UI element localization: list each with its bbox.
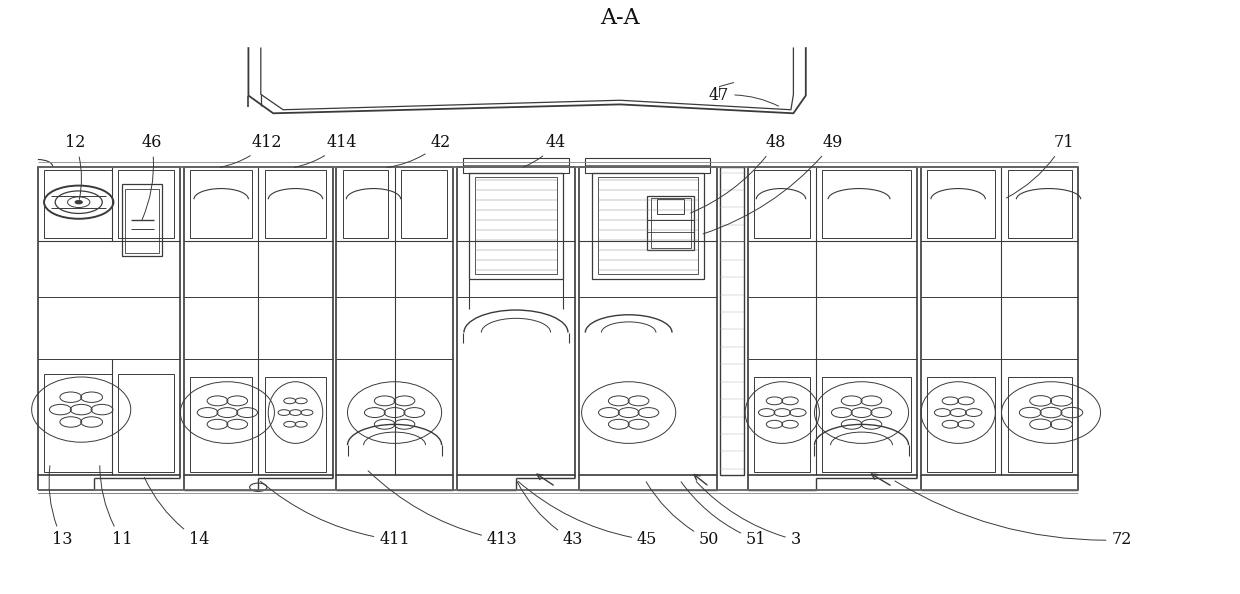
Bar	[928, 170, 996, 238]
Text: 413: 413	[368, 471, 517, 548]
Text: 12: 12	[64, 134, 86, 200]
Circle shape	[74, 200, 82, 204]
Bar	[264, 377, 326, 472]
Text: 411: 411	[260, 481, 410, 548]
Bar	[456, 167, 575, 475]
Text: 414: 414	[294, 134, 357, 168]
Bar	[1008, 170, 1073, 238]
Text: 51: 51	[681, 482, 766, 548]
Text: 48: 48	[691, 134, 786, 213]
Bar	[122, 184, 161, 255]
Bar	[647, 196, 694, 249]
Text: 72: 72	[895, 481, 1132, 548]
Bar	[469, 172, 563, 279]
Text: 3: 3	[696, 482, 801, 548]
Bar	[754, 170, 810, 238]
Bar	[720, 167, 744, 475]
Text: 45: 45	[518, 481, 657, 548]
Bar	[475, 177, 557, 274]
Bar	[190, 170, 252, 238]
Bar	[748, 167, 918, 475]
Bar	[336, 167, 453, 475]
Bar	[463, 158, 569, 172]
Bar	[45, 170, 112, 238]
Bar	[1008, 377, 1073, 472]
Bar	[591, 172, 704, 279]
Text: 47: 47	[709, 87, 779, 106]
Text: 49: 49	[703, 134, 843, 234]
Text: 44: 44	[523, 134, 565, 167]
Bar	[657, 199, 684, 214]
Bar	[822, 377, 911, 472]
Bar	[184, 167, 332, 475]
Text: 71: 71	[1007, 134, 1074, 198]
Bar	[585, 158, 711, 172]
Bar	[401, 170, 446, 238]
Text: 14: 14	[144, 478, 210, 548]
Bar	[118, 374, 174, 472]
Text: A-A: A-A	[600, 8, 640, 30]
Bar	[754, 377, 810, 472]
Text: 43: 43	[517, 482, 583, 548]
Bar	[921, 167, 1079, 475]
Bar	[342, 170, 388, 238]
Bar	[264, 170, 326, 238]
Text: 50: 50	[646, 482, 719, 548]
Text: 13: 13	[50, 466, 73, 548]
Bar	[822, 170, 911, 238]
Bar	[190, 377, 252, 472]
Text: 42: 42	[387, 134, 450, 168]
Bar	[38, 167, 180, 475]
Bar	[928, 377, 996, 472]
Bar	[598, 177, 698, 274]
Bar	[124, 188, 159, 252]
Text: 412: 412	[221, 134, 283, 168]
Bar	[45, 374, 112, 472]
Bar	[579, 167, 717, 475]
Text: 11: 11	[99, 466, 133, 548]
Text: 46: 46	[141, 134, 162, 220]
Bar	[651, 198, 691, 248]
Bar	[118, 170, 174, 238]
